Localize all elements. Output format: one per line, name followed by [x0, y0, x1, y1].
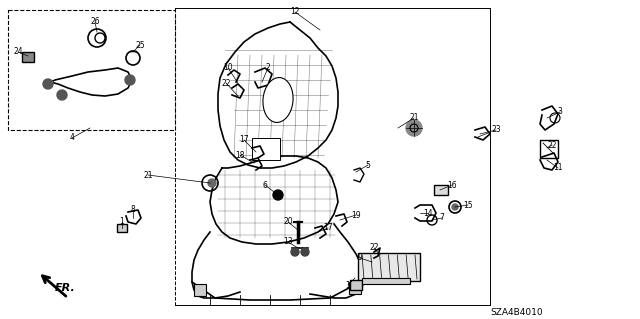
- Circle shape: [43, 79, 53, 89]
- Text: 11: 11: [553, 164, 563, 173]
- Text: 24: 24: [13, 48, 23, 56]
- Circle shape: [452, 204, 458, 210]
- Circle shape: [301, 248, 309, 256]
- Text: 21: 21: [143, 170, 153, 180]
- Text: 5: 5: [365, 160, 371, 169]
- Bar: [362, 278, 410, 284]
- Text: 13: 13: [283, 238, 293, 247]
- Text: 14: 14: [423, 209, 433, 218]
- Bar: [350, 280, 362, 290]
- Circle shape: [273, 190, 283, 200]
- Bar: [22, 52, 34, 62]
- Text: 3: 3: [557, 108, 563, 116]
- Bar: [117, 224, 127, 232]
- Text: 25: 25: [135, 41, 145, 49]
- Text: 16: 16: [447, 181, 457, 189]
- Bar: [358, 253, 420, 281]
- Circle shape: [291, 248, 299, 256]
- Text: 2: 2: [266, 63, 270, 72]
- Text: 21: 21: [409, 114, 419, 122]
- Text: 22: 22: [221, 78, 231, 87]
- Text: 4: 4: [70, 133, 74, 143]
- Text: 19: 19: [351, 211, 361, 219]
- Bar: [434, 185, 448, 195]
- Text: 6: 6: [262, 181, 268, 189]
- Text: 7: 7: [440, 213, 444, 222]
- Circle shape: [406, 120, 422, 136]
- Bar: [349, 282, 361, 294]
- Bar: [540, 140, 558, 158]
- Text: 26: 26: [90, 18, 100, 26]
- Ellipse shape: [263, 78, 293, 122]
- Text: 17: 17: [239, 136, 249, 145]
- Text: SZA4B4010: SZA4B4010: [490, 308, 543, 317]
- Circle shape: [208, 179, 216, 187]
- Text: 9: 9: [358, 254, 362, 263]
- Text: 22: 22: [547, 140, 557, 150]
- Bar: [8, 10, 175, 130]
- Text: 23: 23: [491, 125, 501, 135]
- Text: 15: 15: [463, 201, 473, 210]
- Text: 12: 12: [291, 8, 300, 17]
- Text: 10: 10: [223, 63, 233, 72]
- Text: 18: 18: [236, 151, 244, 160]
- Circle shape: [125, 75, 135, 85]
- Circle shape: [57, 90, 67, 100]
- Text: 17: 17: [323, 224, 333, 233]
- Text: 8: 8: [131, 205, 136, 214]
- Bar: [252, 138, 280, 160]
- Text: FR.: FR.: [55, 283, 76, 293]
- Text: 1: 1: [346, 280, 350, 290]
- Text: 20: 20: [283, 218, 293, 226]
- Bar: [194, 284, 206, 296]
- Text: 22: 22: [369, 243, 379, 253]
- Text: 1: 1: [120, 218, 124, 226]
